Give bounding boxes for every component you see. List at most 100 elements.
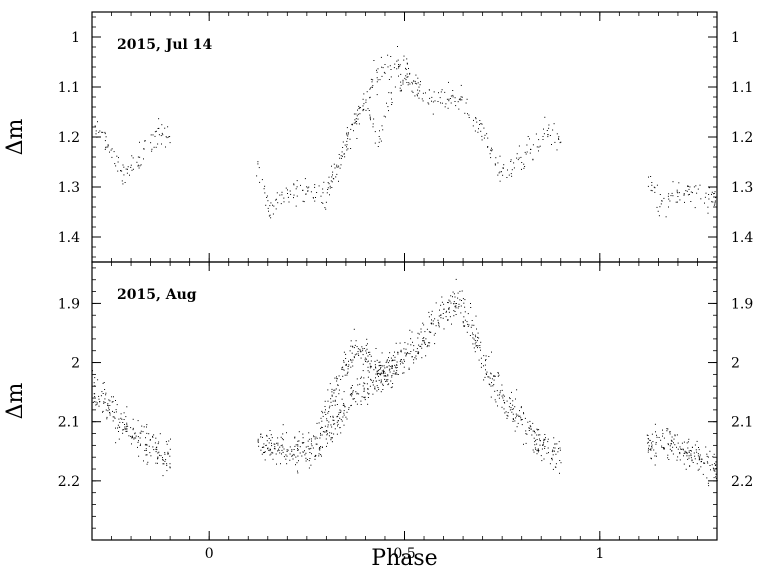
data-point xyxy=(501,384,503,386)
data-point xyxy=(444,91,446,93)
data-point xyxy=(400,349,402,351)
data-point xyxy=(672,446,674,448)
data-point xyxy=(343,351,345,353)
data-point xyxy=(105,146,107,148)
data-point xyxy=(504,412,506,414)
data-point xyxy=(339,417,341,419)
data-point xyxy=(391,102,393,103)
data-point xyxy=(529,152,531,154)
data-point xyxy=(507,415,509,417)
data-point xyxy=(133,438,135,440)
y-tick-label-right: 1.3 xyxy=(731,180,753,196)
data-point xyxy=(143,148,145,150)
data-point xyxy=(352,391,354,393)
data-point xyxy=(334,404,336,406)
data-point xyxy=(505,411,507,413)
data-point xyxy=(372,381,374,383)
data-point xyxy=(467,113,468,115)
data-point xyxy=(395,342,397,344)
data-point xyxy=(169,455,171,457)
data-point xyxy=(554,447,556,449)
data-point xyxy=(450,95,452,97)
data-point xyxy=(112,410,113,412)
data-point xyxy=(371,86,373,88)
data-point xyxy=(475,315,477,317)
data-point xyxy=(508,174,510,176)
data-point xyxy=(519,410,520,412)
data-point xyxy=(374,131,376,133)
data-point xyxy=(483,137,485,139)
data-point xyxy=(690,455,692,457)
data-point xyxy=(127,425,129,427)
data-point xyxy=(325,201,327,203)
data-point xyxy=(104,131,106,133)
data-point xyxy=(708,198,710,200)
data-point xyxy=(348,364,350,366)
data-point xyxy=(308,186,310,188)
data-point xyxy=(373,60,375,61)
data-point xyxy=(536,146,538,148)
data-point xyxy=(357,113,359,115)
data-point xyxy=(124,424,125,425)
data-point xyxy=(166,443,168,445)
data-point xyxy=(521,424,523,426)
data-point xyxy=(148,433,150,435)
data-point xyxy=(400,89,402,91)
data-point xyxy=(266,195,268,197)
data-point xyxy=(355,391,357,393)
data-point xyxy=(258,167,260,169)
data-point xyxy=(138,455,140,457)
data-point xyxy=(338,393,340,395)
data-point xyxy=(273,205,275,207)
data-point xyxy=(105,147,107,149)
data-point xyxy=(359,383,361,385)
data-point xyxy=(115,400,116,401)
data-point xyxy=(162,459,164,461)
data-point xyxy=(648,447,649,449)
data-point xyxy=(271,442,272,444)
data-point xyxy=(455,305,457,307)
data-point xyxy=(438,326,440,328)
data-point xyxy=(305,460,307,462)
data-point xyxy=(547,441,549,443)
data-point xyxy=(104,402,106,403)
data-point xyxy=(457,297,459,299)
data-point xyxy=(391,98,392,100)
data-point xyxy=(322,431,324,433)
data-point xyxy=(259,181,261,183)
data-point xyxy=(452,96,454,98)
data-point xyxy=(348,407,350,409)
data-point xyxy=(496,390,498,392)
data-point xyxy=(308,467,310,469)
data-point xyxy=(713,193,715,195)
data-point xyxy=(536,439,538,440)
data-point xyxy=(460,312,462,314)
data-point xyxy=(468,114,470,116)
data-point xyxy=(132,418,134,420)
data-point xyxy=(343,361,345,363)
data-point xyxy=(388,365,390,367)
data-point xyxy=(449,98,451,99)
data-point xyxy=(677,192,679,194)
data-point xyxy=(415,355,417,357)
data-point xyxy=(395,367,397,369)
data-point xyxy=(544,439,546,441)
data-point xyxy=(542,444,543,446)
data-point xyxy=(706,453,708,455)
data-point xyxy=(338,413,340,415)
data-point xyxy=(674,435,676,437)
data-point xyxy=(343,153,345,155)
data-point xyxy=(394,364,396,366)
data-point xyxy=(126,428,128,430)
data-point xyxy=(146,454,148,456)
data-point xyxy=(136,161,138,163)
data-point xyxy=(350,387,352,389)
data-point xyxy=(700,461,702,463)
data-point xyxy=(385,381,387,382)
data-point xyxy=(109,412,110,413)
data-point xyxy=(293,184,295,186)
data-point xyxy=(341,368,343,370)
data-point xyxy=(157,458,158,460)
data-point xyxy=(688,185,689,187)
data-point xyxy=(553,437,555,439)
